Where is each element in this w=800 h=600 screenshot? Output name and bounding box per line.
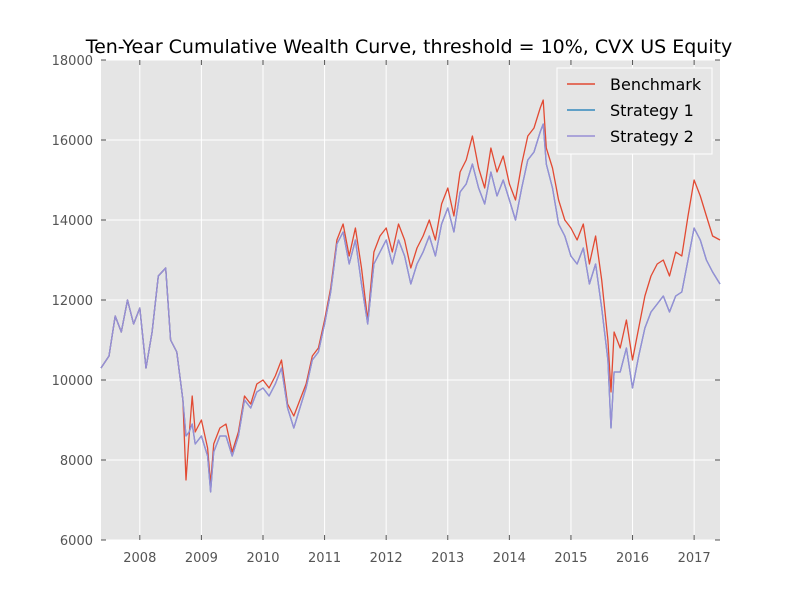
y-tick-label: 6000: [60, 534, 93, 549]
x-tick-label: 2012: [370, 551, 403, 566]
series-layer: [100, 99, 721, 493]
x-tick-label: 2011: [308, 551, 341, 566]
legend: Benchmark Strategy 1 Strategy 2: [556, 67, 713, 155]
x-tick-label: 2015: [554, 551, 587, 566]
axis-ticks: 2008 2009 2010 2011 2012 2013 2014 2015 2016 2017…: [52, 54, 720, 566]
y-tick-label: 8000: [60, 454, 93, 469]
legend-label: Benchmark: [610, 75, 702, 94]
x-tick-label: 2010: [246, 551, 279, 566]
series-line-benchmark: [100, 99, 721, 485]
x-tick-label: 2008: [123, 551, 156, 566]
x-tick-label: 2014: [493, 551, 526, 566]
series-line-strategy-2: [100, 123, 721, 493]
y-tick-label: 14000: [52, 214, 93, 229]
legend-label: Strategy 2: [610, 127, 694, 146]
x-tick-label: 2017: [678, 551, 711, 566]
chart-title: Ten-Year Cumulative Wealth Curve, thresh…: [85, 36, 733, 58]
legend-box: [556, 67, 713, 155]
legend-label: Strategy 1: [610, 101, 694, 120]
y-tick-label: 10000: [52, 374, 93, 389]
x-tick-label: 2009: [185, 551, 218, 566]
y-tick-label: 18000: [52, 54, 93, 69]
x-tick-label: 2013: [431, 551, 464, 566]
y-tick-label: 12000: [52, 294, 93, 309]
y-tick-label: 16000: [52, 134, 93, 149]
x-tick-label: 2016: [616, 551, 649, 566]
